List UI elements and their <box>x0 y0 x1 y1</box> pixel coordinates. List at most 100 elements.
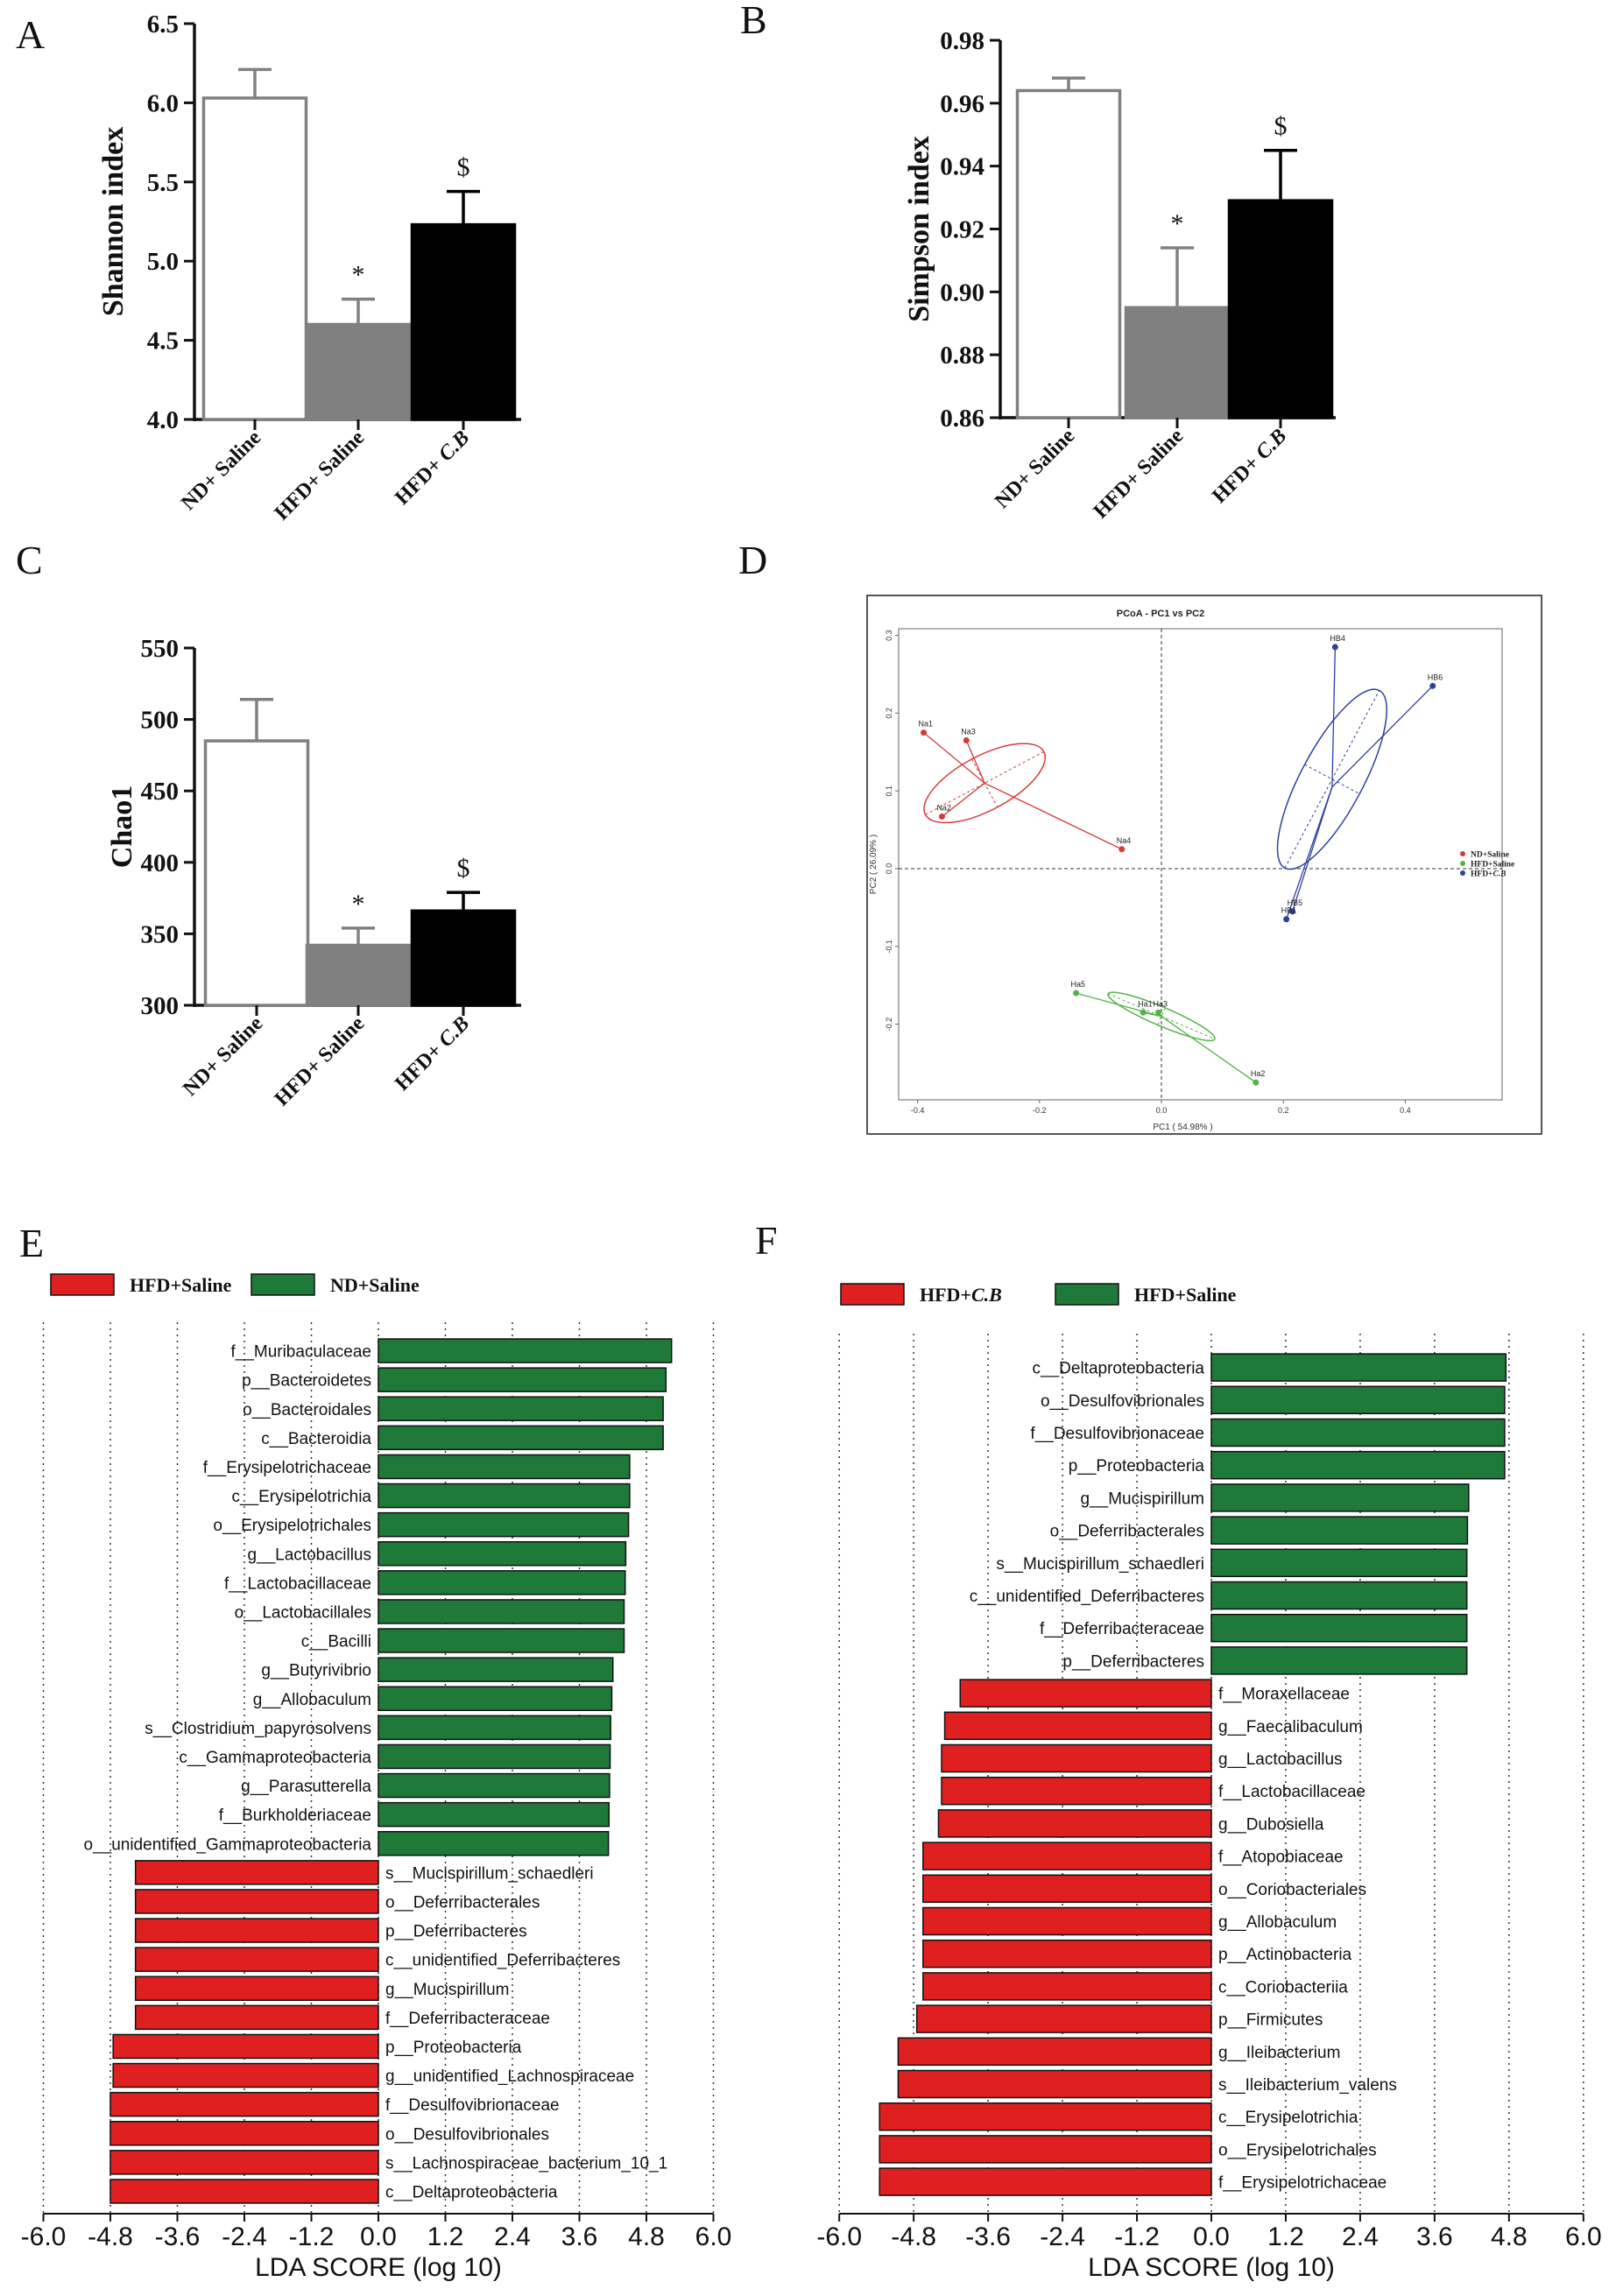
lda-x-tick-label: -6.0 <box>21 2222 67 2251</box>
pcoa-group-0: Na1 Na3 Na2 Na4 <box>919 720 1131 853</box>
panel-letter-c: C <box>16 538 43 582</box>
pcoa-legend-label: HFD+Saline <box>1471 861 1514 870</box>
y-tick-label: 6.0 <box>147 89 179 117</box>
centroid-spoke <box>965 740 985 784</box>
lda-x-tick-label: -2.4 <box>222 2222 267 2251</box>
sample-point <box>938 813 945 821</box>
centroid-spoke <box>984 782 1123 850</box>
lda-bar <box>112 2033 379 2060</box>
lda-bar <box>378 1338 673 1363</box>
lda-bar <box>134 1860 379 1885</box>
lda-bar-label: c__Gammaproteobacteria <box>179 1749 371 1767</box>
lda-bar-label: c__Erysipelotrichia <box>232 1488 372 1506</box>
significance-mark: * <box>352 890 365 919</box>
pcoa-x-tick-label: -0.4 <box>911 1106 925 1115</box>
panel-letter-a: A <box>16 12 45 57</box>
lda-chart-F: HFD+C.B HFD+Saline c__Deltaproteobacteriao… <box>816 1283 1602 2282</box>
centroid-spoke <box>1286 786 1333 919</box>
significance-mark: $ <box>457 854 470 883</box>
sample-label: Na1 <box>919 720 934 729</box>
lda-bar-label: p__Proteobacteria <box>385 2039 522 2057</box>
lda-bar-label: f__Erysipelotrichaceae <box>203 1459 371 1477</box>
lda-x-axis-label: LDA SCORE (log 10) <box>1088 2253 1335 2282</box>
panel-letter-d: D <box>738 538 767 582</box>
y-tick-label: 350 <box>141 920 180 948</box>
bar-0 <box>1015 88 1122 419</box>
lda-bar <box>378 1511 630 1538</box>
lda-bar <box>378 1599 625 1624</box>
sample-label: Ha2 <box>1251 1069 1266 1078</box>
lda-x-tick-label: 1.2 <box>427 2222 464 2251</box>
lda-bar-label: p__Firmicutes <box>1218 2011 1323 2030</box>
sample-label: HB6 <box>1428 673 1443 681</box>
bar-chart-C: 300 350 400 450 500 550 Chao1 ND+ Saline * HFD+ S… <box>106 635 521 1110</box>
lda-bar <box>134 1947 379 1972</box>
lda-x-tick-label: -4.8 <box>891 2222 936 2251</box>
lda-bar-label: o__Coriobacteriales <box>1218 1881 1366 1899</box>
lda-bar <box>922 1874 1212 1904</box>
y-tick-label: 0.92 <box>940 216 984 244</box>
x-tick-label: ND+ Saline <box>991 425 1079 513</box>
centroid-spoke <box>923 732 985 784</box>
lda-bar-label: g__Mucispirillum <box>1081 1490 1205 1508</box>
pcoa-y-tick-label: 0.3 <box>885 630 893 641</box>
lda-bar-label: c__unidentified_Deferribacteres <box>385 1952 620 1970</box>
y-axis-label: Simpson index <box>903 136 935 322</box>
lda-bar-label: o__Desulfovibrionales <box>385 2125 549 2144</box>
bar-0 <box>201 96 308 421</box>
lda-bar-label: s__Lachnospiraceae_bacterium_10_1 <box>385 2154 667 2173</box>
pcoa-legend-label: ND+Saline <box>1471 851 1509 860</box>
pcoa-x-tick-label: 0.0 <box>1156 1106 1168 1115</box>
x-tick-label: HFD+ C.B <box>391 1012 474 1095</box>
lda-bar-label: c__Erysipelotrichia <box>1218 2109 1358 2127</box>
lda-bar-label: s__Ileibacterium_valens <box>1218 2076 1397 2095</box>
bar-0 <box>203 739 310 1007</box>
y-tick-label: 6.5 <box>147 11 179 39</box>
centroid-spoke <box>1142 1011 1162 1018</box>
lda-bar-label: o__Erysipelotrichales <box>1218 2141 1377 2159</box>
x-tick-label: ND+ Saline <box>177 426 265 515</box>
pcoa-y-tick-label: -0.1 <box>885 940 893 954</box>
lda-bar-label: p__Deferribacteres <box>385 1923 527 1941</box>
legend-label: HFD+C.B <box>920 1284 1002 1306</box>
lda-bar <box>1210 1581 1468 1610</box>
lda-bar <box>922 1906 1212 1936</box>
pcoa-legend-label: HFD+C.B <box>1471 870 1507 879</box>
lda-bar <box>378 1657 614 1682</box>
lda-bar <box>112 2062 379 2088</box>
lda-bar <box>897 2037 1212 2067</box>
bar-2 <box>410 909 517 1007</box>
legend-swatch <box>251 1273 315 1296</box>
lda-x-tick-label: 6.0 <box>695 2222 732 2251</box>
lda-bar-label: c__Deltaproteobacteria <box>1033 1360 1205 1378</box>
lda-bar <box>378 1541 627 1567</box>
y-axis-label: Chao1 <box>106 785 138 868</box>
lda-bar <box>1210 1353 1507 1382</box>
bar-1 <box>305 322 412 421</box>
sample-point <box>1283 916 1290 923</box>
y-tick-label: 4.5 <box>147 327 179 356</box>
lda-bar-label: c__unidentified_Deferribacteres <box>970 1588 1204 1606</box>
sample-label: HB4 <box>1330 634 1345 643</box>
lda-bar <box>134 1889 379 1914</box>
lda-bar <box>1210 1516 1469 1545</box>
lda-bar-label: s__Mucispirillum_schaedleri <box>996 1555 1204 1574</box>
sample-label: Ha3 <box>1154 999 1168 1008</box>
lda-bar <box>109 2150 379 2175</box>
pcoa-y-tick-label: -0.2 <box>885 1018 893 1032</box>
lda-x-tick-label: 2.4 <box>1342 2222 1379 2251</box>
lda-bar-label: g__Dubosiella <box>1218 1815 1324 1834</box>
sample-point <box>1331 644 1338 651</box>
sample-label: Ha1 <box>1138 999 1153 1008</box>
sample-label: Na3 <box>961 727 976 736</box>
lda-bar-label: f__Deferribacteraceae <box>385 2010 550 2028</box>
lda-bar-label: p__Deferribacteres <box>1062 1652 1204 1671</box>
sample-label: HB1 <box>1281 906 1297 915</box>
sample-point <box>1073 990 1080 997</box>
lda-bar <box>1210 1483 1470 1512</box>
lda-x-tick-label: 4.8 <box>1491 2222 1528 2251</box>
lda-bar-label: f__Lactobacillaceae <box>224 1574 371 1593</box>
pcoa-x-tick-label: 0.4 <box>1400 1106 1411 1115</box>
lda-bar-label: s__Clostridium_papyrosolvens <box>145 1720 371 1738</box>
lda-bar-label: s__Mucispirillum_schaedleri <box>385 1864 594 1883</box>
